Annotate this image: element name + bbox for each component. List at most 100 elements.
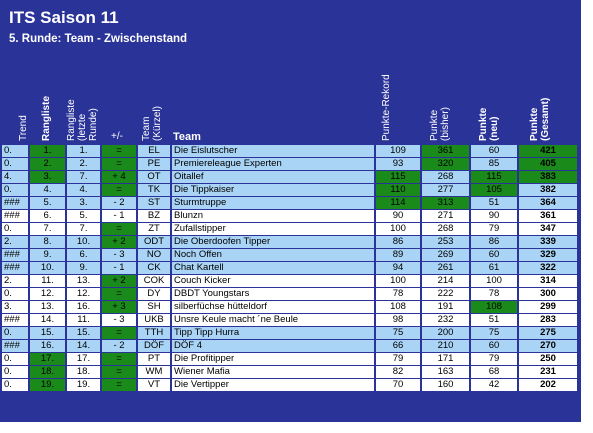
cell-team: Oitallef xyxy=(172,171,374,183)
header-team-short: Team (Kürzel) xyxy=(141,105,163,141)
cell-team: Die Vertipper xyxy=(172,379,374,391)
header-rang: Rangliste xyxy=(41,95,52,141)
table-row: 0. 1. 1. = EL Die Eislutscher 109 361 60 421 xyxy=(0,145,581,158)
cell-trend: 4. xyxy=(2,171,28,183)
cell-bisher: 313 xyxy=(422,197,469,209)
cell-trend: ### xyxy=(2,262,28,274)
cell-rang: 5. xyxy=(30,197,65,209)
cell-team: Zufallstipper xyxy=(172,223,374,235)
cell-gesamt: 231 xyxy=(519,366,577,378)
cell-rekord: 94 xyxy=(376,262,420,274)
cell-short: BZ xyxy=(138,210,170,222)
cell-bisher: 269 xyxy=(422,249,469,261)
cell-bisher: 232 xyxy=(422,314,469,326)
cell-gesamt: 421 xyxy=(519,145,577,157)
cell-bisher: 268 xyxy=(422,171,469,183)
table-row: 0. 4. 4. = TK Die Tippkaiser 110 277 105 382 xyxy=(0,184,581,197)
cell-trend: 0. xyxy=(2,223,28,235)
cell-short: DÖF xyxy=(138,340,170,352)
cell-team: Wiener Mafia xyxy=(172,366,374,378)
cell-trend: 2. xyxy=(2,236,28,248)
cell-team: Die Profitipper xyxy=(172,353,374,365)
cell-neu: 42 xyxy=(471,379,517,391)
cell-prev: 4. xyxy=(67,184,100,196)
cell-gesamt: 364 xyxy=(519,197,577,209)
cell-team: Die Oberdoofen Tipper xyxy=(172,236,374,248)
cell-rang: 10. xyxy=(30,262,65,274)
cell-bisher: 210 xyxy=(422,340,469,352)
table-row: ### 5. 3. - 2 ST Sturmtruppe 114 313 51 364 xyxy=(0,197,581,210)
cell-trend: 0. xyxy=(2,379,28,391)
cell-rang: 3. xyxy=(30,171,65,183)
cell-neu: 60 xyxy=(471,145,517,157)
header-trend: Trend xyxy=(18,115,29,141)
cell-trend: 0. xyxy=(2,184,28,196)
cell-trend: ### xyxy=(2,197,28,209)
cell-trend: ### xyxy=(2,314,28,326)
cell-prev: 9. xyxy=(67,262,100,274)
cell-bisher: 171 xyxy=(422,353,469,365)
cell-neu: 86 xyxy=(471,236,517,248)
cell-delta: = xyxy=(102,353,136,365)
table-row: 0. 18. 18. = WM Wiener Mafia 82 163 68 231 xyxy=(0,366,581,379)
page-subtitle: 5. Runde: Team - Zwischenstand xyxy=(9,33,188,45)
cell-neu: 51 xyxy=(471,197,517,209)
cell-neu: 68 xyxy=(471,366,517,378)
cell-short: ZT xyxy=(138,223,170,235)
cell-rekord: 78 xyxy=(376,288,420,300)
table-row: 3. 13. 16. + 3 SH silberfüchse hütteldorf 108 1… xyxy=(0,301,581,314)
table-row: 2. 11. 13. + 2 COK Couch Kicker 100 214 100 314 xyxy=(0,275,581,288)
cell-prev: 6. xyxy=(67,249,100,261)
cell-team: Unsre Keule macht ´ne Beule xyxy=(172,314,374,326)
cell-delta: = xyxy=(102,366,136,378)
cell-delta: - 3 xyxy=(102,249,136,261)
cell-delta: + 3 xyxy=(102,301,136,313)
cell-rekord: 90 xyxy=(376,210,420,222)
cell-neu: 115 xyxy=(471,171,517,183)
cell-delta: + 2 xyxy=(102,275,136,287)
cell-delta: + 4 xyxy=(102,171,136,183)
cell-prev: 3. xyxy=(67,197,100,209)
cell-rekord: 114 xyxy=(376,197,420,209)
cell-rekord: 66 xyxy=(376,340,420,352)
cell-trend: 0. xyxy=(2,366,28,378)
cell-gesamt: 339 xyxy=(519,236,577,248)
cell-delta: - 3 xyxy=(102,314,136,326)
cell-gesamt: 329 xyxy=(519,249,577,261)
cell-bisher: 271 xyxy=(422,210,469,222)
cell-rang: 9. xyxy=(30,249,65,261)
cell-delta: - 1 xyxy=(102,210,136,222)
header-rang-prev: Rangliste (letzte Runde) xyxy=(66,99,99,141)
cell-gesamt: 361 xyxy=(519,210,577,222)
cell-prev: 14. xyxy=(67,340,100,352)
cell-gesamt: 383 xyxy=(519,171,577,183)
cell-prev: 17. xyxy=(67,353,100,365)
cell-rang: 15. xyxy=(30,327,65,339)
cell-gesamt: 250 xyxy=(519,353,577,365)
cell-rang: 7. xyxy=(30,223,65,235)
cell-neu: 60 xyxy=(471,340,517,352)
cell-trend: 0. xyxy=(2,288,28,300)
cell-prev: 19. xyxy=(67,379,100,391)
cell-rekord: 86 xyxy=(376,236,420,248)
cell-team: Sturmtruppe xyxy=(172,197,374,209)
cell-trend: ### xyxy=(2,249,28,261)
cell-rekord: 100 xyxy=(376,275,420,287)
cell-neu: 51 xyxy=(471,314,517,326)
cell-bisher: 361 xyxy=(422,145,469,157)
cell-trend: 0. xyxy=(2,145,28,157)
cell-rekord: 108 xyxy=(376,301,420,313)
cell-trend: 3. xyxy=(2,301,28,313)
cell-rekord: 89 xyxy=(376,249,420,261)
cell-delta: = xyxy=(102,327,136,339)
cell-neu: 75 xyxy=(471,327,517,339)
cell-team: Die Tippkaiser xyxy=(172,184,374,196)
cell-prev: 18. xyxy=(67,366,100,378)
cell-trend: ### xyxy=(2,340,28,352)
cell-trend: 2. xyxy=(2,275,28,287)
cell-bisher: 320 xyxy=(422,158,469,170)
cell-bisher: 261 xyxy=(422,262,469,274)
cell-delta: = xyxy=(102,379,136,391)
cell-delta: + 2 xyxy=(102,236,136,248)
cell-prev: 1. xyxy=(67,145,100,157)
